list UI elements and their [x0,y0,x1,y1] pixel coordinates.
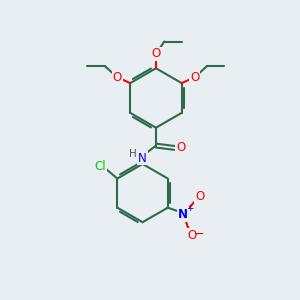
Text: O: O [195,190,204,203]
Text: O: O [190,71,200,84]
Text: +: + [186,204,194,213]
Text: O: O [176,141,185,154]
Text: O: O [187,229,196,242]
Text: Cl: Cl [94,160,106,172]
Text: H: H [130,149,137,160]
Text: N: N [178,208,188,221]
Text: −: − [194,228,204,241]
Text: O: O [112,71,122,84]
Text: O: O [151,47,160,61]
Text: N: N [138,152,147,164]
